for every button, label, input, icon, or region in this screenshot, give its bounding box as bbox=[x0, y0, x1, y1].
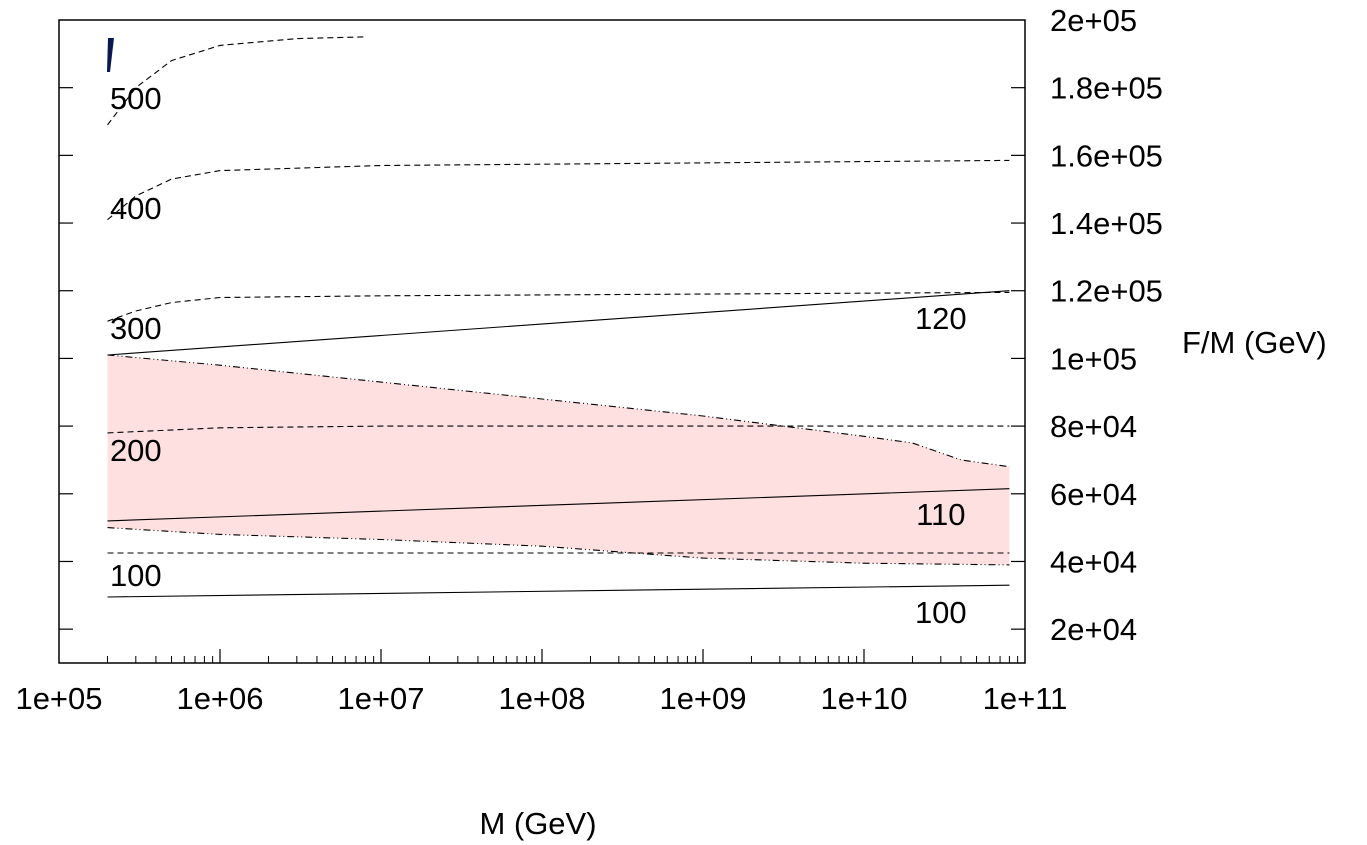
series-line-dashdot-boundary-8 bbox=[107, 354, 1010, 468]
y-tick-label: 1.4e+05 bbox=[1050, 206, 1163, 241]
x-tick-label: 1e+06 bbox=[176, 681, 263, 716]
y-tick-label: 6e+04 bbox=[1050, 477, 1137, 512]
x-axis-title: M (GeV) bbox=[479, 806, 596, 841]
y-tick-label: 1.6e+05 bbox=[1050, 138, 1163, 173]
series-line-solid-110-1 bbox=[107, 488, 1010, 522]
corner-marker bbox=[107, 38, 114, 72]
x-tick-label: 1e+07 bbox=[337, 681, 424, 716]
series-line-solid-100-0 bbox=[107, 584, 1010, 598]
contour-label-110: 110 bbox=[916, 497, 965, 532]
y-axis-title: F/M (GeV) bbox=[1182, 325, 1327, 360]
series-layer bbox=[107, 36, 1010, 598]
contour-label-100: 100 bbox=[110, 558, 162, 593]
axes-layer: 1e+05 1e+06 1e+07 1e+08 1e+09 1e+10 1e+11 2e+04… bbox=[15, 3, 1162, 716]
y-tick-label: 2e+05 bbox=[1050, 3, 1137, 38]
series-line-dashed-300-5 bbox=[107, 291, 1010, 322]
allowed-region bbox=[107, 355, 1010, 565]
x-tick-label: 1e+05 bbox=[15, 681, 102, 716]
contour-label-120: 120 bbox=[915, 301, 967, 336]
series-line-dashed-500-7 bbox=[107, 36, 366, 126]
y-tick-label: 1.8e+05 bbox=[1050, 71, 1163, 106]
contour-labels-layer: 500 400 300 200 100 120 110 100 bbox=[110, 81, 967, 630]
marker-layer bbox=[107, 38, 114, 72]
x-tick-label: 1e+09 bbox=[659, 681, 746, 716]
contour-label-300: 300 bbox=[110, 311, 162, 346]
x-tick-label: 1e+08 bbox=[498, 681, 585, 716]
contour-label-400: 400 bbox=[110, 191, 162, 226]
x-tick-label: 1e+10 bbox=[820, 681, 907, 716]
x-tick-label: 1e+11 bbox=[983, 681, 1068, 716]
y-tick-label: 8e+04 bbox=[1050, 409, 1137, 444]
y-tick-label: 1.2e+05 bbox=[1050, 274, 1163, 309]
contour-label-100: 100 bbox=[915, 595, 967, 630]
series-line-dashed-400-6 bbox=[107, 159, 1010, 221]
series-line-solid-120-2 bbox=[107, 290, 1010, 356]
y-tick-label: 1e+05 bbox=[1050, 341, 1137, 376]
y-tick-label: 2e+04 bbox=[1050, 612, 1137, 647]
series-line-dashdot-boundary-9 bbox=[107, 527, 1010, 566]
contour-label-200: 200 bbox=[110, 433, 162, 468]
contour-label-500: 500 bbox=[110, 81, 162, 116]
shaded-region-layer bbox=[107, 355, 1010, 565]
series-line-dashed-200-4 bbox=[107, 425, 1010, 434]
y-tick-label: 4e+04 bbox=[1050, 544, 1137, 579]
plot-frame bbox=[58, 19, 1026, 664]
